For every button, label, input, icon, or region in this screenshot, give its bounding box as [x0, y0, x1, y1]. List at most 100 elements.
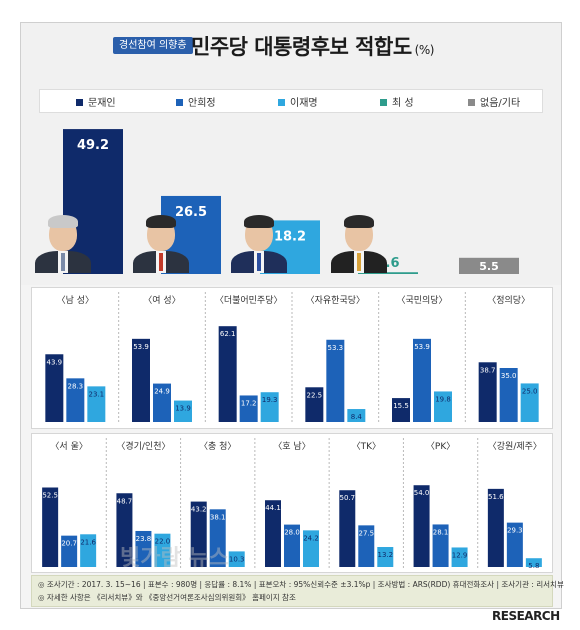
top-chart-area: 경선참여 의향층 민주당 대통령후보 적합도 (%) 문재인 안희정 이재명 최 …	[21, 23, 561, 285]
value-label-2-2: 19.3	[262, 396, 278, 404]
value-label-4: 5.5	[479, 260, 499, 273]
bar-4-2	[434, 391, 452, 422]
watermark-text: 빛가람 뉴스	[120, 546, 229, 571]
legend-item-moon: 문재인	[76, 94, 116, 109]
photo-tie	[357, 253, 361, 271]
region-panel: 〈서 울〉 52.5 20.7 21.6 〈경기/인천〉 48.7 23.8 22.0 〈충 청…	[31, 433, 553, 573]
value-label-3-0: 44.1	[265, 504, 281, 512]
bar-2-2	[260, 392, 279, 422]
category-label-0: 〈남 성〉	[57, 295, 94, 306]
region-bar-chart: 〈서 울〉 52.5 20.7 21.6 〈경기/인천〉 48.7 23.8 22.0 〈충 청…	[42, 438, 542, 570]
photo-hair	[244, 215, 274, 228]
bar-3-0	[305, 387, 324, 422]
value-label-4-2: 19.8	[435, 395, 451, 403]
legend-swatch	[380, 98, 387, 106]
bar-3-0	[265, 500, 281, 567]
bar-2-0	[218, 326, 237, 422]
footer-reference: ◎ 자세한 사항은 《리서치뷰》와 《중앙선거여론조사심의위원회》 홈페이지 참…	[38, 593, 296, 602]
value-label-2-2: 10.3	[229, 555, 245, 563]
bar-1-0	[132, 338, 150, 422]
value-label-3-2: 24.2	[303, 534, 319, 542]
bar-4-1	[358, 525, 375, 567]
bar-3-1	[284, 524, 300, 567]
bar-5-1	[499, 368, 518, 422]
value-label-6-2: 5.8	[528, 562, 539, 570]
brand-logo: RESEARCH	[492, 609, 560, 623]
bar-0-1	[61, 535, 78, 567]
bar-4-1	[413, 338, 431, 422]
legend-label: 최 성	[392, 98, 414, 109]
value-label-0-0: 43.9	[47, 358, 63, 366]
legend-item-none: 없음/기타	[468, 94, 520, 109]
value-label-0-1: 20.7	[61, 540, 77, 548]
candidate-photo-ahn	[133, 213, 189, 273]
value-label-4-1: 27.5	[358, 529, 374, 537]
category-label-4: 〈국민의당〉	[396, 295, 447, 306]
bar-6-1	[506, 522, 523, 567]
infographic-frame: 경선참여 의향층 민주당 대통령후보 적합도 (%) 문재인 안희정 이재명 최 …	[20, 22, 564, 609]
value-label-1-2: 22.0	[155, 538, 171, 546]
value-label-5-1: 28.1	[433, 528, 449, 536]
value-label-0-2: 23.1	[89, 390, 105, 398]
value-label-2-1: 17.2	[241, 399, 257, 407]
category-label-5: 〈PK〉	[426, 441, 455, 452]
value-label-5-2: 25.0	[522, 387, 538, 395]
bar-5-1	[432, 524, 449, 567]
bar-1-2	[154, 533, 171, 567]
bar-2-1	[209, 509, 226, 567]
candidate-photo-moon	[35, 213, 91, 273]
bar-0-2	[87, 386, 106, 422]
value-label-3-2: 8.4	[351, 413, 363, 421]
bar-1-2	[174, 400, 192, 422]
legend: 문재인 안희정 이재명 최 성 없음/기타	[39, 89, 543, 113]
category-label-2: 〈충 청〉	[199, 441, 236, 452]
value-label-2-0: 43.2	[191, 506, 207, 514]
legend-label: 안희정	[188, 98, 216, 109]
photo-hair	[146, 215, 176, 228]
value-label-3-1: 28.0	[284, 529, 300, 537]
category-label-5: 〈정의당〉	[487, 295, 530, 306]
bar-3-2	[303, 530, 319, 567]
legend-swatch	[76, 98, 83, 106]
category-label-0: 〈서 울〉	[50, 441, 87, 452]
bar-1-0	[116, 493, 133, 567]
bar-2-1	[239, 395, 258, 422]
bar-0-2	[80, 534, 97, 567]
legend-label: 이재명	[290, 98, 318, 109]
bar-1-1	[153, 383, 171, 422]
bar-1-1	[135, 530, 152, 567]
legend-label: 문재인	[88, 98, 116, 109]
title-text: 민주당 대통령후보 적합도	[191, 35, 412, 59]
value-label-2-0: 62.1	[220, 330, 236, 338]
photo-hair	[48, 215, 78, 228]
value-label-5-0: 38.7	[480, 366, 496, 374]
respondent-badge: 경선참여 의향층	[113, 37, 193, 54]
value-label-2: 18.2	[274, 229, 306, 244]
bar-4	[459, 257, 519, 274]
value-label-1-2: 13.9	[175, 405, 191, 413]
value-label-3-1: 53.3	[328, 344, 344, 352]
candidate-photo-choi	[331, 213, 387, 273]
bar-2-2	[228, 551, 245, 567]
legend-item-ahn: 안희정	[176, 94, 216, 109]
value-label-5-2: 12.9	[452, 551, 468, 559]
value-label-0: 49.2	[77, 138, 109, 153]
value-label-0-2: 21.6	[80, 538, 96, 546]
photo-tie	[257, 253, 261, 271]
bar-6-0	[487, 488, 504, 567]
category-label-4: 〈TK〉	[352, 441, 381, 452]
value-label-5-1: 35.0	[501, 372, 517, 380]
bar-0-0	[42, 487, 59, 567]
legend-swatch	[278, 98, 285, 106]
value-label-4-0: 50.7	[339, 494, 355, 502]
value-label-3-0: 22.5	[307, 391, 323, 399]
value-label-4-1: 53.9	[414, 343, 430, 351]
legend-item-choi: 최 성	[380, 94, 414, 109]
bar-0-0	[45, 354, 64, 422]
photo-tie	[159, 253, 163, 271]
value-label-6-0: 51.6	[488, 493, 504, 501]
photo-tie	[61, 253, 65, 271]
bar-4-2	[377, 547, 394, 567]
bar-3-2	[347, 409, 366, 422]
survey-footer: ◎ 조사기간 : 2017. 3. 15~16 | 표본수 : 980명 | 응…	[31, 575, 564, 607]
